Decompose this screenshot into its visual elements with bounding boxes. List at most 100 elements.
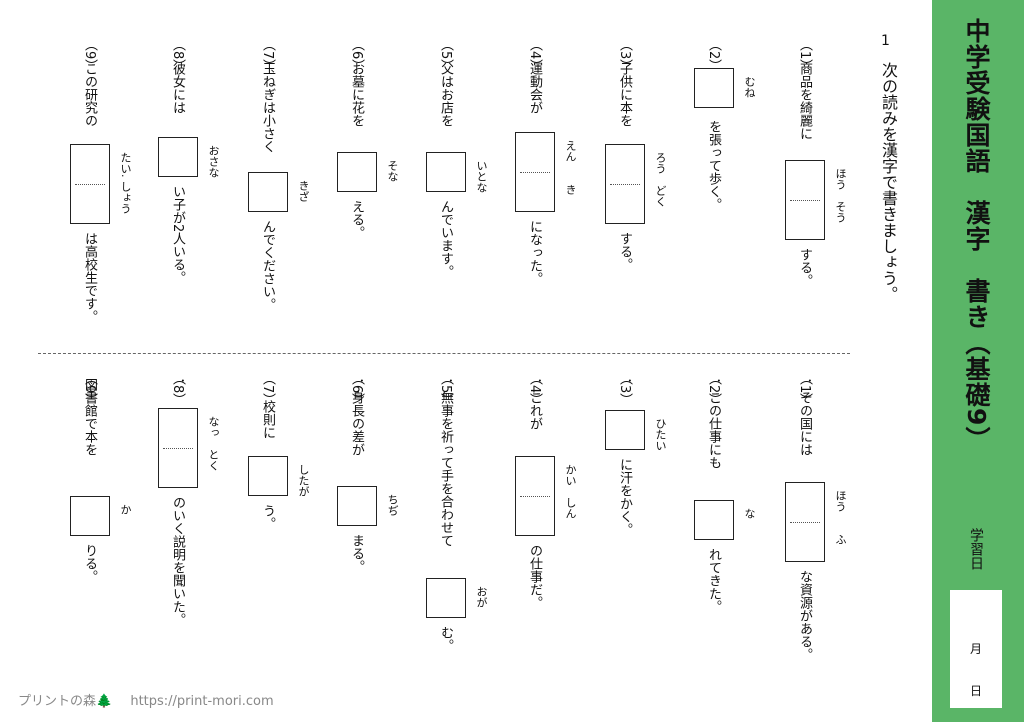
kanji-answer-box[interactable] bbox=[158, 137, 198, 177]
reading-furigana: きざ bbox=[297, 180, 310, 202]
question-text-before: 図書館で本を bbox=[82, 378, 97, 456]
footer: プリントの森🌲 https://print-mori.com bbox=[18, 690, 274, 709]
question-text-after: む。 bbox=[438, 626, 453, 652]
question-number: （1） bbox=[797, 38, 812, 73]
question-text-after: する。 bbox=[617, 232, 632, 271]
question-number: （7） bbox=[260, 372, 275, 407]
question-number: （8） bbox=[170, 38, 185, 73]
kanji-answer-box[interactable] bbox=[785, 482, 825, 562]
kanji-answer-box[interactable] bbox=[248, 456, 288, 496]
question-text-before: ． bbox=[170, 378, 185, 391]
reading-furigana: ほう そう bbox=[834, 168, 847, 223]
question-number: （4） bbox=[527, 372, 542, 407]
kanji-answer-box[interactable] bbox=[515, 456, 555, 536]
question-text-after: の仕事だ。 bbox=[527, 544, 542, 609]
question-text-before: ．その国には bbox=[797, 378, 812, 456]
page-title: 中学受験国語 漢字 書き（基礎9） bbox=[962, 18, 991, 453]
question-number: （6） bbox=[349, 38, 364, 73]
study-date-label: 学習日 bbox=[968, 528, 984, 570]
question-text-before: お墓に花を bbox=[349, 62, 364, 127]
question-text-after: りる。 bbox=[82, 544, 97, 583]
kanji-answer-box[interactable] bbox=[605, 144, 645, 224]
question-text-after: を張って歩く。 bbox=[706, 120, 721, 211]
reading-furigana: えん き bbox=[564, 140, 577, 195]
reading-furigana: おが bbox=[475, 586, 488, 608]
question-text-after: う。 bbox=[260, 504, 275, 530]
reading-furigana: な bbox=[743, 508, 756, 519]
kanji-answer-box[interactable] bbox=[694, 68, 734, 108]
question-text-after: んでいます。 bbox=[438, 200, 453, 278]
question-number: （8） bbox=[170, 372, 185, 407]
instruction-text: 次の読みを漢字で書きましょう。 bbox=[879, 62, 898, 302]
kanji-answer-box[interactable] bbox=[694, 500, 734, 540]
date-entry-box[interactable]: 月 日 bbox=[950, 590, 1002, 708]
reading-furigana: むね bbox=[743, 76, 756, 98]
day-label: 日 bbox=[969, 684, 982, 698]
question-text-before: 子供に本を bbox=[617, 62, 632, 127]
problem-number: 1 bbox=[881, 33, 890, 49]
question-number: （3） bbox=[617, 372, 632, 407]
kanji-answer-box[interactable] bbox=[70, 144, 110, 224]
kanji-divider-line bbox=[75, 184, 105, 185]
question-number: （9） bbox=[82, 372, 97, 407]
question-text-after: い子が2人いる。 bbox=[170, 185, 185, 285]
kanji-answer-box[interactable] bbox=[158, 408, 198, 488]
question-text-after: な資源がある。 bbox=[797, 570, 812, 661]
question-text-after: は高校生です。 bbox=[82, 232, 97, 323]
question-text-after: に汗をかく。 bbox=[617, 458, 632, 536]
question-text-after: する。 bbox=[797, 248, 812, 287]
question-text-before: 玉ねぎは小さく bbox=[260, 62, 275, 153]
question-text-after: になった。 bbox=[527, 220, 542, 285]
question-number: （5） bbox=[438, 372, 453, 407]
question-text-before: 運動会が bbox=[527, 62, 542, 114]
question-text-before: ．無事を祈って手を合わせて bbox=[438, 378, 453, 547]
reading-furigana: ちぢ bbox=[386, 494, 399, 516]
section-divider bbox=[38, 353, 850, 354]
question-text-before: 彼女には bbox=[170, 62, 185, 114]
reading-furigana: したが bbox=[297, 464, 310, 497]
question-text-before: この研究の bbox=[82, 62, 97, 127]
kanji-answer-box[interactable] bbox=[515, 132, 555, 212]
month-label: 月 bbox=[969, 642, 982, 656]
question-text-after: んでください。 bbox=[260, 220, 275, 311]
footer-brand: プリントの森🌲 bbox=[18, 694, 113, 709]
reading-furigana: ひたい bbox=[654, 418, 667, 451]
question-text-before: 商品を綺麗に bbox=[797, 62, 812, 140]
question-number: （2） bbox=[706, 38, 721, 73]
kanji-divider-line bbox=[520, 172, 550, 173]
question-number: （1） bbox=[797, 372, 812, 407]
question-number: （6） bbox=[349, 372, 364, 407]
question-number: （3） bbox=[617, 38, 632, 73]
reading-furigana: かい しん bbox=[564, 464, 577, 519]
kanji-answer-box[interactable] bbox=[605, 410, 645, 450]
reading-furigana: そな bbox=[386, 160, 399, 182]
reading-furigana: か bbox=[119, 504, 132, 515]
question-text-after: まる。 bbox=[349, 534, 364, 573]
question-number: （2） bbox=[706, 372, 721, 407]
kanji-answer-box[interactable] bbox=[426, 578, 466, 618]
footer-url: https://print-mori.com bbox=[130, 694, 274, 709]
question-text-after: える。 bbox=[349, 200, 364, 239]
kanji-divider-line bbox=[790, 200, 820, 201]
reading-furigana: ろう どく bbox=[654, 152, 667, 207]
reading-furigana: おさな bbox=[207, 145, 220, 178]
kanji-divider-line bbox=[163, 448, 193, 449]
kanji-answer-box[interactable] bbox=[785, 160, 825, 240]
question-text-before: ．この仕事にも bbox=[706, 378, 721, 469]
reading-furigana: いとな bbox=[475, 160, 488, 193]
kanji-answer-box[interactable] bbox=[70, 496, 110, 536]
kanji-divider-line bbox=[520, 496, 550, 497]
question-number: （7） bbox=[260, 38, 275, 73]
kanji-answer-box[interactable] bbox=[248, 172, 288, 212]
question-text-before: ．これが bbox=[527, 378, 542, 430]
question-text-before: 校則に bbox=[260, 400, 275, 439]
question-text-after: のいく説明を聞いた。 bbox=[170, 496, 185, 626]
kanji-answer-box[interactable] bbox=[426, 152, 466, 192]
question-text-before: ．身長の差が bbox=[349, 378, 364, 456]
kanji-answer-box[interactable] bbox=[337, 152, 377, 192]
question-text-before: ． bbox=[617, 378, 632, 391]
kanji-answer-box[interactable] bbox=[337, 486, 377, 526]
question-number: （5） bbox=[438, 38, 453, 73]
question-number: （9） bbox=[82, 38, 97, 73]
reading-furigana: ほう ふ bbox=[834, 490, 847, 545]
